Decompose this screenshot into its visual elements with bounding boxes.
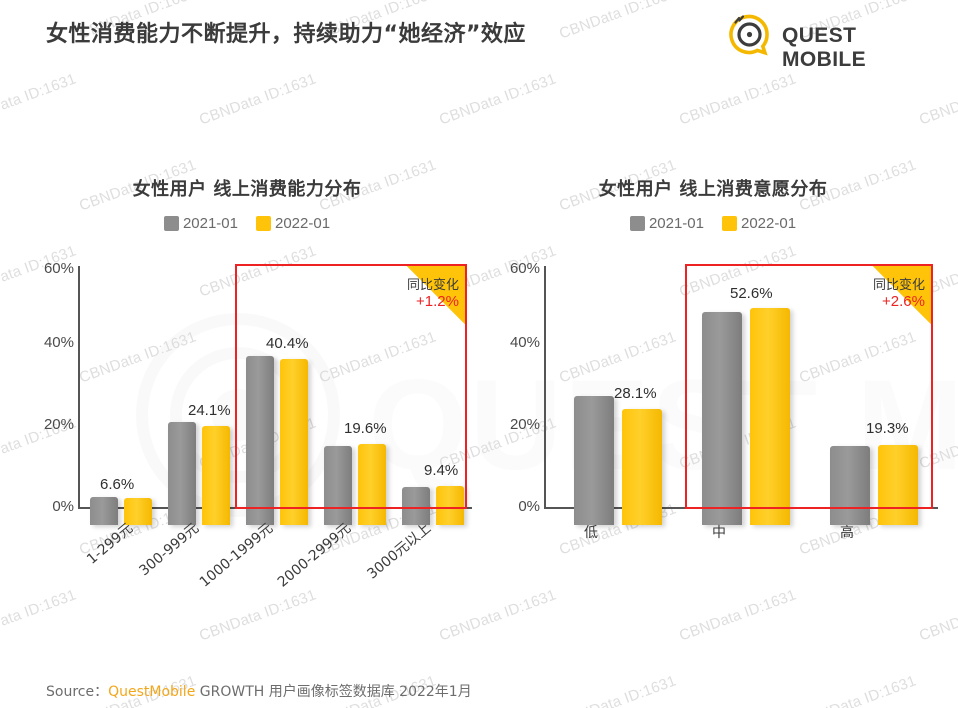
chart-title-left: 女性用户 线上消费能力分布: [132, 179, 362, 200]
y-axis-spine-right: [544, 266, 546, 508]
bar-group-4: 19.6%: [320, 278, 392, 525]
x-label-low: 低: [584, 525, 598, 541]
bar-2021-mid: [702, 312, 742, 525]
highlight-caption-left: 同比变化: [407, 278, 460, 293]
x-label-mid: 中: [712, 525, 726, 541]
watermark-text: CBNData ID:1631: [917, 586, 958, 645]
source-prefix: Source：: [46, 684, 109, 700]
bar-2022-g4: [358, 444, 386, 525]
bar-2021-g1: [90, 497, 118, 525]
brand-logo: QUEST MOBILE: [726, 12, 931, 71]
source-footer: Source：QuestMobile GROWTH 用户画像标签数据库 2022…: [46, 681, 472, 701]
bar-2022-low: [622, 409, 662, 525]
value-label-high: 19.3%: [866, 420, 909, 437]
y-tick-60: 60%: [43, 260, 74, 277]
source-brand: QuestMobile: [108, 684, 196, 700]
bar-2021-high: [830, 446, 870, 525]
bar-group-1: 6.6%: [86, 278, 158, 525]
legend-left: 2021-01 2022-01: [22, 215, 472, 232]
bar-2021-g3: [246, 356, 274, 525]
y-axis-spine-left: [78, 266, 80, 508]
value-label-g4: 19.6%: [344, 420, 387, 437]
plot-area-right: 60% 40% 20% 0% 28.1% 52.6%: [488, 260, 938, 541]
y-tick-0-right: 0%: [518, 498, 540, 515]
questmobile-speech-bubble-icon: [726, 12, 774, 58]
bar-group-mid: 52.6%: [696, 278, 816, 525]
bar-2021-low: [574, 396, 614, 525]
highlight-value-right: +2.6%: [882, 293, 925, 310]
watermark-text: CBNData ID:1631: [557, 672, 679, 708]
brand-logo-text: QUEST MOBILE: [782, 24, 867, 71]
watermark-text: CBNData ID:1631: [437, 70, 559, 129]
bar-2021-g5: [402, 487, 430, 525]
value-label-g2: 24.1%: [188, 402, 231, 419]
legend-swatch-2022: [256, 216, 271, 231]
x-label-high: 高: [840, 525, 854, 541]
watermark-text: CBNData ID:1631: [197, 70, 319, 129]
bar-group-5: 9.4%: [398, 278, 470, 525]
value-label-g5: 9.4%: [424, 462, 459, 479]
watermark-text: CBNData ID:1631: [0, 70, 79, 129]
y-tick-0: 0%: [52, 498, 74, 515]
legend-item-2021: 2021-01: [163, 215, 238, 232]
legend-item-2022-right: 2022-01: [722, 215, 796, 232]
page-title: 女性消费能力不断提升，持续助力“她经济”效应: [46, 22, 526, 47]
bar-2022-g5: [436, 486, 464, 525]
watermark-text: CBNData ID:1631: [677, 586, 799, 645]
legend-item-2022: 2022-01: [256, 215, 330, 232]
legend-swatch-2022-right: [722, 216, 737, 231]
source-rest: GROWTH 用户画像标签数据库 2022年1月: [195, 684, 472, 700]
watermark-text: CBNData ID:1631: [0, 586, 79, 645]
bar-2022-g3: [280, 359, 308, 525]
value-label-g1: 6.6%: [100, 476, 135, 493]
legend-swatch-2021: [163, 216, 179, 231]
y-axis-right: 60% 40% 20% 0%: [488, 260, 540, 525]
chart-consumption-power: 女性用户 线上消费能力分布 2021-01 2022-01 60% 40% 20…: [22, 175, 472, 595]
chart-consumption-willingness: 女性用户 线上消费意愿分布 2021-01 2022-01 60% 40% 20…: [488, 175, 938, 595]
bar-2022-high: [878, 445, 918, 525]
legend-label-2021-right: 2021-01: [648, 215, 704, 232]
bar-2022-mid: [750, 308, 790, 525]
bar-2022-g2: [202, 426, 230, 525]
watermark-text: CBNData ID:1631: [917, 70, 958, 129]
legend-label-2022: 2022-01: [275, 215, 331, 232]
value-label-low: 28.1%: [614, 385, 657, 402]
y-axis-left: 60% 40% 20% 0%: [22, 260, 74, 525]
y-tick-20: 20%: [43, 416, 74, 433]
y-tick-40-right: 40%: [509, 334, 540, 351]
legend-label-2022-right: 2022-01: [741, 215, 797, 232]
legend-label-2021: 2021-01: [182, 215, 238, 232]
bar-group-3: 40.4%: [242, 278, 314, 525]
y-tick-40: 40%: [43, 334, 74, 351]
bar-2021-g2: [168, 422, 196, 525]
bars-right: 28.1% 52.6% 19.3%: [544, 260, 938, 525]
highlight-caption-right: 同比变化: [873, 278, 926, 293]
bar-2022-g1: [124, 498, 152, 525]
legend-swatch-2021-right: [629, 216, 645, 231]
y-tick-60-right: 60%: [509, 260, 540, 277]
bar-2021-g4: [324, 446, 352, 525]
value-label-g3: 40.4%: [266, 335, 309, 352]
watermark-text: CBNData ID:1631: [197, 586, 319, 645]
header: 女性消费能力不断提升，持续助力“她经济”效应 QUEST MOBILE: [0, 0, 958, 71]
value-label-mid: 52.6%: [730, 285, 773, 302]
chart-title-right: 女性用户 线上消费意愿分布: [598, 179, 828, 200]
bar-group-low: 28.1%: [568, 278, 688, 525]
bar-group-2: 24.1%: [164, 278, 236, 525]
bars-left: 6.6% 24.1% 40.4% 19.6%: [78, 260, 472, 525]
highlight-value-left: +1.2%: [416, 293, 459, 310]
watermark-text: CBNData ID:1631: [437, 586, 559, 645]
watermark-text: CBNData ID:1631: [677, 70, 799, 129]
y-tick-20-right: 20%: [509, 416, 540, 433]
watermark-text: CBNData ID:1631: [797, 672, 919, 708]
bar-group-high: 19.3%: [824, 278, 944, 525]
legend-item-2021-right: 2021-01: [629, 215, 704, 232]
legend-right: 2021-01 2022-01: [488, 215, 938, 232]
plot-area-left: 60% 40% 20% 0% 6.6% 24.1%: [22, 260, 472, 591]
